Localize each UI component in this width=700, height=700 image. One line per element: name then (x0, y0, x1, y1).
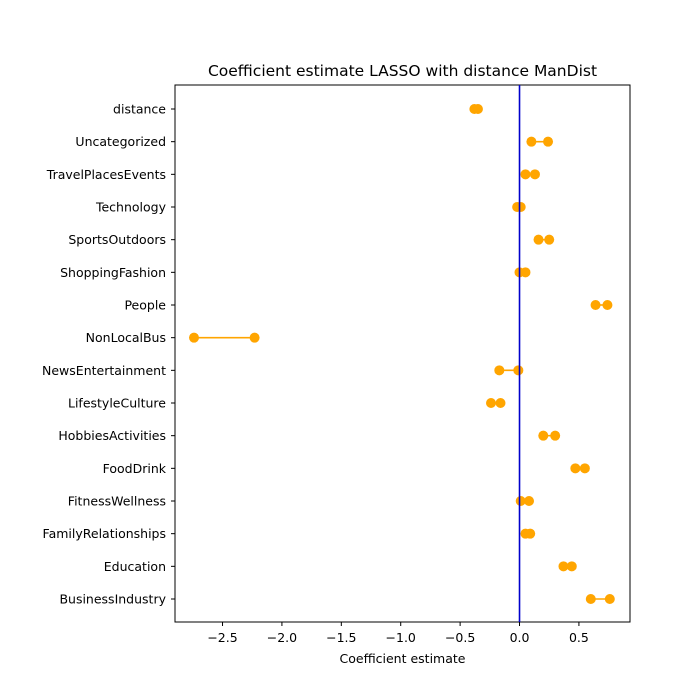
range-high-point (579, 463, 590, 474)
range-low-point (538, 430, 549, 441)
range-high-point (604, 594, 615, 604)
range-high-point (543, 136, 554, 147)
range-low-point (515, 496, 526, 506)
x-tick-label: −1.5 (326, 630, 356, 645)
range-low-point (520, 169, 531, 180)
range-high-point (495, 398, 506, 408)
x-tick-label: 0.5 (569, 630, 589, 645)
range-low-point (558, 561, 569, 572)
range-high-point (602, 300, 613, 310)
range-high-point (513, 365, 524, 376)
y-tick-label: NewsEntertainment (42, 363, 166, 378)
range-low-point (590, 300, 601, 310)
range-high-point (550, 430, 561, 441)
range-low-point (585, 594, 596, 604)
chart-title: Coefficient estimate LASSO with distance… (208, 62, 597, 80)
y-tick-label: BusinessIndustry (59, 592, 166, 607)
y-tick-label: FamilyRelationships (43, 526, 166, 541)
x-axis: −2.5 −2.0 −1.5 −1.0 −0.5 0.0 0.5 (207, 622, 589, 645)
x-axis-label: Coefficient estimate (340, 651, 466, 666)
range-low-point (486, 398, 497, 408)
range-high-point (249, 332, 260, 343)
range-high-point (520, 267, 531, 278)
x-tick-label: −1.0 (386, 630, 416, 645)
x-tick-label: −2.5 (207, 630, 237, 645)
x-tick-label: −2.0 (267, 630, 297, 645)
y-tick-label: Education (104, 559, 166, 574)
y-tick-label: FitnessWellness (68, 494, 166, 509)
y-tick-label: LifestyleCulture (68, 396, 166, 411)
x-tick-label: 0.0 (510, 630, 530, 645)
y-tick-label: People (124, 298, 166, 313)
range-high-point (524, 496, 535, 506)
range-high-point (472, 104, 483, 114)
chart-marks (189, 85, 615, 622)
range-low-point (533, 234, 544, 245)
range-low-point (189, 332, 200, 343)
x-tick-label: −0.5 (445, 630, 475, 645)
range-high-point (566, 561, 577, 572)
range-low-point (526, 136, 537, 147)
range-low-point (570, 463, 581, 474)
y-tick-label: ShoppingFashion (60, 265, 166, 280)
range-low-point (494, 365, 505, 376)
y-tick-label: HobbiesActivities (58, 428, 166, 443)
range-high-point (529, 169, 540, 180)
y-tick-label: SportsOutdoors (68, 232, 166, 247)
y-tick-label: Uncategorized (75, 134, 166, 149)
y-axis: distance Uncategorized TravelPlacesEvents T… (42, 102, 175, 607)
y-tick-label: distance (113, 102, 166, 117)
y-tick-label: FoodDrink (103, 461, 167, 476)
y-tick-label: NonLocalBus (86, 330, 166, 345)
plot-frame (174, 84, 631, 623)
range-high-point (544, 234, 555, 245)
range-high-point (515, 202, 526, 212)
range-high-point (525, 528, 536, 539)
y-tick-label: TravelPlacesEvents (46, 167, 166, 182)
y-tick-label: Technology (95, 200, 167, 215)
